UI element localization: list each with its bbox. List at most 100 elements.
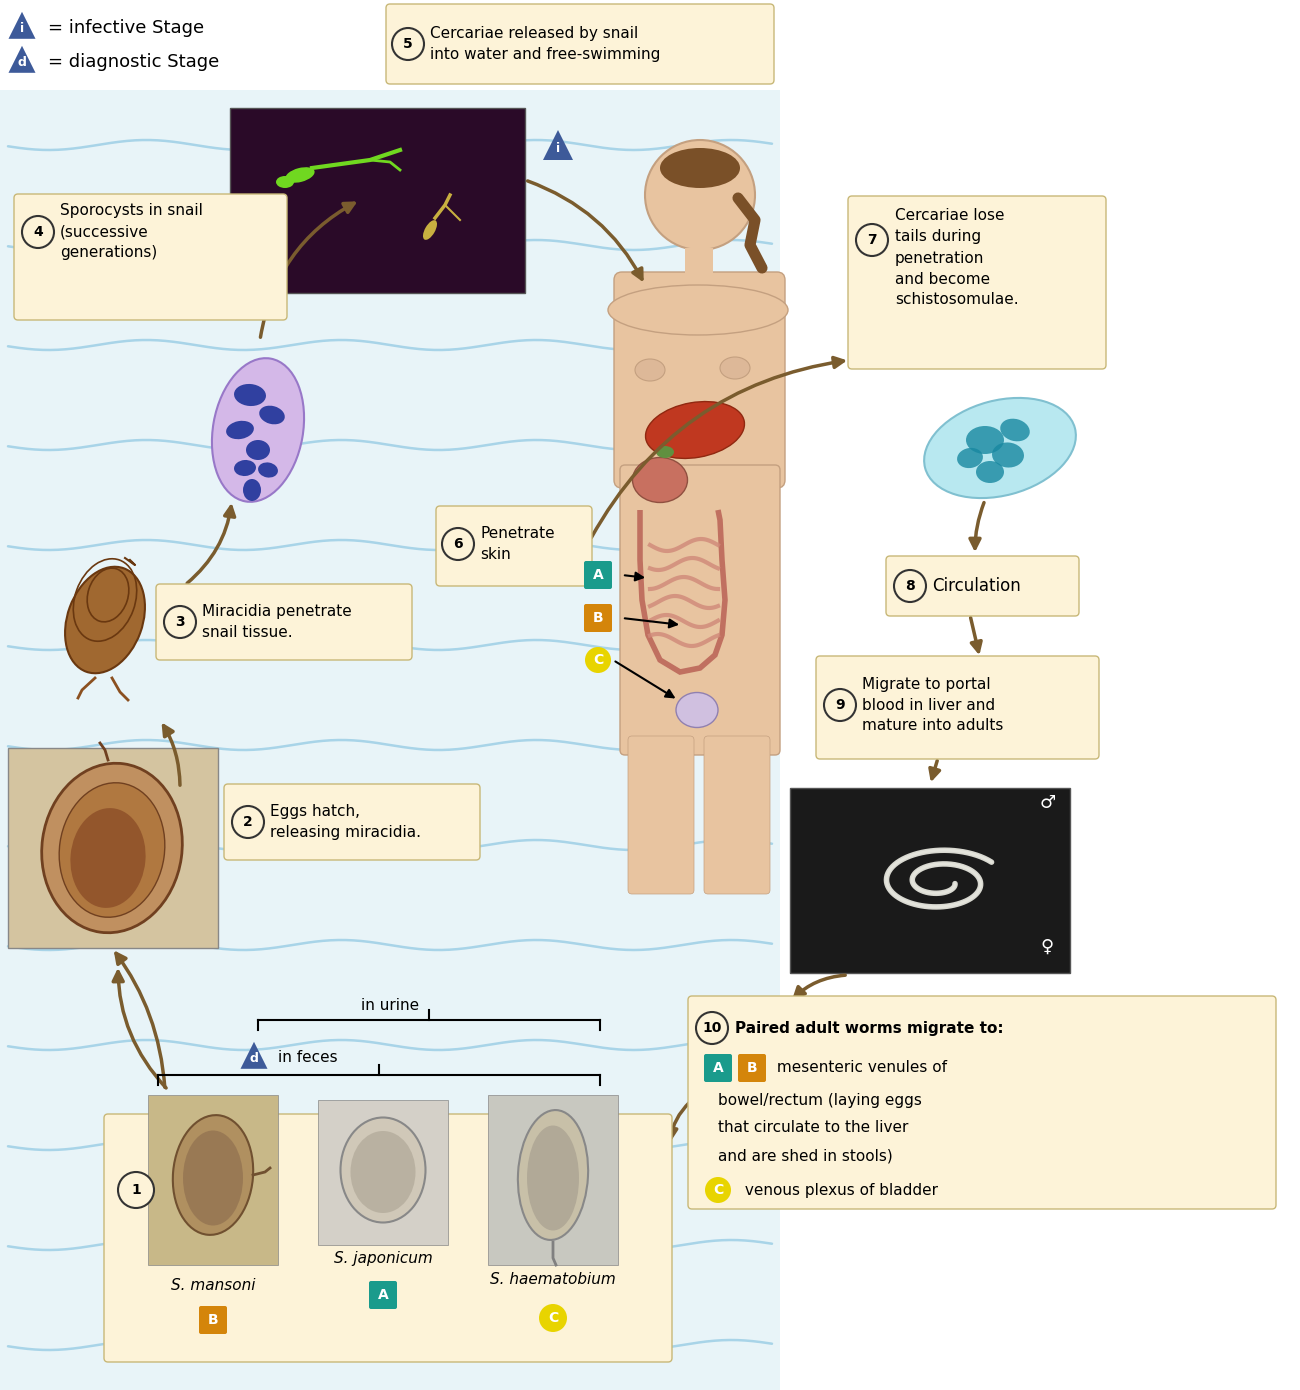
Ellipse shape xyxy=(286,167,315,183)
Text: Penetrate
skin: Penetrate skin xyxy=(480,525,555,562)
Text: C: C xyxy=(547,1311,558,1325)
Ellipse shape xyxy=(422,220,437,240)
Ellipse shape xyxy=(720,357,750,379)
Bar xyxy=(790,788,1070,973)
Text: S. haematobium: S. haematobium xyxy=(490,1272,616,1287)
Polygon shape xyxy=(240,1041,268,1069)
Text: B: B xyxy=(208,1314,218,1327)
Ellipse shape xyxy=(243,480,261,500)
FancyBboxPatch shape xyxy=(848,196,1106,368)
Ellipse shape xyxy=(70,808,146,908)
Text: Migrate to portal
blood in liver and
mature into adults: Migrate to portal blood in liver and mat… xyxy=(862,677,1004,734)
Text: i: i xyxy=(556,143,560,156)
Circle shape xyxy=(585,646,611,673)
Circle shape xyxy=(645,140,755,250)
Text: A: A xyxy=(377,1289,389,1302)
Polygon shape xyxy=(543,131,573,160)
Ellipse shape xyxy=(517,1111,588,1240)
FancyBboxPatch shape xyxy=(199,1307,228,1334)
Bar xyxy=(685,247,712,286)
Text: Sporocysts in snail
(successive
generations): Sporocysts in snail (successive generati… xyxy=(60,203,203,260)
Text: Cercariae released by snail
into water and free-swimming: Cercariae released by snail into water a… xyxy=(430,26,660,63)
Circle shape xyxy=(855,224,888,256)
FancyBboxPatch shape xyxy=(705,735,770,894)
Ellipse shape xyxy=(976,461,1004,482)
Polygon shape xyxy=(9,11,35,39)
Text: i: i xyxy=(20,22,25,35)
FancyBboxPatch shape xyxy=(14,195,287,320)
Ellipse shape xyxy=(173,1115,254,1234)
Circle shape xyxy=(894,570,926,602)
Ellipse shape xyxy=(65,567,144,673)
Ellipse shape xyxy=(634,359,666,381)
Ellipse shape xyxy=(660,147,740,188)
Text: 1: 1 xyxy=(131,1183,140,1197)
Text: 8: 8 xyxy=(905,580,915,594)
Circle shape xyxy=(393,28,424,60)
Text: in feces: in feces xyxy=(278,1051,338,1066)
Text: 3: 3 xyxy=(176,614,185,630)
FancyBboxPatch shape xyxy=(369,1282,396,1309)
Text: = infective Stage: = infective Stage xyxy=(48,19,204,38)
FancyBboxPatch shape xyxy=(620,466,780,755)
FancyBboxPatch shape xyxy=(104,1113,672,1362)
Circle shape xyxy=(231,806,264,838)
FancyBboxPatch shape xyxy=(614,272,785,488)
FancyBboxPatch shape xyxy=(705,1054,732,1081)
Circle shape xyxy=(118,1172,153,1208)
Text: C: C xyxy=(593,653,603,667)
Text: = diagnostic Stage: = diagnostic Stage xyxy=(48,53,220,71)
Text: 4: 4 xyxy=(32,225,43,239)
Circle shape xyxy=(824,689,855,721)
Text: that circulate to the liver: that circulate to the liver xyxy=(718,1120,909,1136)
Ellipse shape xyxy=(676,692,718,727)
Text: mesenteric venules of: mesenteric venules of xyxy=(772,1061,946,1076)
Ellipse shape xyxy=(234,460,256,475)
FancyBboxPatch shape xyxy=(584,605,612,632)
Ellipse shape xyxy=(212,359,304,502)
Bar xyxy=(318,1099,448,1245)
Text: Eggs hatch,
releasing miracidia.: Eggs hatch, releasing miracidia. xyxy=(270,803,421,840)
Ellipse shape xyxy=(341,1118,425,1222)
Text: B: B xyxy=(593,612,603,626)
FancyBboxPatch shape xyxy=(224,784,480,860)
Text: venous plexus of bladder: venous plexus of bladder xyxy=(740,1183,939,1198)
Bar xyxy=(488,1095,618,1265)
Text: 2: 2 xyxy=(243,815,254,828)
Text: S. mansoni: S. mansoni xyxy=(170,1277,255,1293)
Text: d: d xyxy=(250,1052,259,1065)
Text: d: d xyxy=(18,57,26,70)
Ellipse shape xyxy=(246,441,270,460)
Ellipse shape xyxy=(656,446,673,457)
Text: 7: 7 xyxy=(867,234,876,247)
Text: Paired adult worms migrate to:: Paired adult worms migrate to: xyxy=(734,1020,1004,1036)
Ellipse shape xyxy=(276,177,294,188)
Ellipse shape xyxy=(42,763,182,933)
Ellipse shape xyxy=(1000,418,1030,441)
FancyBboxPatch shape xyxy=(738,1054,766,1081)
Text: and are shed in stools): and are shed in stools) xyxy=(718,1148,893,1163)
Ellipse shape xyxy=(608,285,788,335)
Bar xyxy=(0,90,780,1390)
Ellipse shape xyxy=(992,442,1024,467)
Bar xyxy=(230,108,525,293)
Ellipse shape xyxy=(226,421,254,439)
Text: 6: 6 xyxy=(454,537,463,550)
Text: Miracidia penetrate
snail tissue.: Miracidia penetrate snail tissue. xyxy=(202,605,352,639)
Ellipse shape xyxy=(183,1130,243,1226)
Text: C: C xyxy=(712,1183,723,1197)
Circle shape xyxy=(696,1012,728,1044)
Bar xyxy=(780,0,1300,1390)
Circle shape xyxy=(22,215,55,247)
Ellipse shape xyxy=(646,402,745,459)
Circle shape xyxy=(705,1177,731,1202)
Text: bowel/rectum (laying eggs: bowel/rectum (laying eggs xyxy=(718,1093,922,1108)
FancyBboxPatch shape xyxy=(386,4,774,83)
Ellipse shape xyxy=(526,1126,578,1230)
Text: A: A xyxy=(593,569,603,582)
FancyBboxPatch shape xyxy=(887,556,1079,616)
FancyBboxPatch shape xyxy=(436,506,592,587)
Ellipse shape xyxy=(966,425,1004,455)
Text: ♀: ♀ xyxy=(1040,938,1053,956)
Polygon shape xyxy=(9,46,35,72)
